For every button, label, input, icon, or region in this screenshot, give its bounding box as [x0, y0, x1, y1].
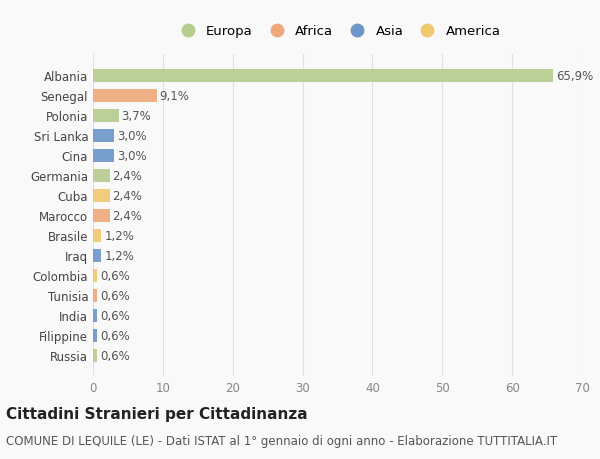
Text: 3,0%: 3,0%	[117, 129, 146, 142]
Bar	[93, 110, 119, 123]
Text: 0,6%: 0,6%	[100, 309, 130, 322]
Bar	[93, 169, 110, 182]
Text: 3,0%: 3,0%	[117, 150, 146, 162]
Text: 2,4%: 2,4%	[113, 209, 142, 222]
Bar	[93, 289, 97, 302]
Text: 0,6%: 0,6%	[100, 269, 130, 282]
Bar	[93, 189, 110, 202]
Text: Cittadini Stranieri per Cittadinanza: Cittadini Stranieri per Cittadinanza	[6, 406, 308, 421]
Text: 0,6%: 0,6%	[100, 349, 130, 362]
Text: 3,7%: 3,7%	[122, 110, 151, 123]
Text: COMUNE DI LEQUILE (LE) - Dati ISTAT al 1° gennaio di ogni anno - Elaborazione TU: COMUNE DI LEQUILE (LE) - Dati ISTAT al 1…	[6, 434, 557, 447]
Bar	[93, 150, 114, 162]
Bar	[93, 269, 97, 282]
Text: 0,6%: 0,6%	[100, 289, 130, 302]
Bar	[93, 70, 553, 83]
Text: 9,1%: 9,1%	[160, 90, 189, 103]
Text: 2,4%: 2,4%	[113, 169, 142, 182]
Bar	[93, 309, 97, 322]
Text: 0,6%: 0,6%	[100, 329, 130, 342]
Text: 1,2%: 1,2%	[104, 229, 134, 242]
Bar	[93, 349, 97, 362]
Bar	[93, 329, 97, 342]
Bar	[93, 129, 114, 142]
Bar	[93, 249, 101, 262]
Bar	[93, 209, 110, 222]
Bar	[93, 229, 101, 242]
Bar	[93, 90, 157, 102]
Legend: Europa, Africa, Asia, America: Europa, Africa, Asia, America	[169, 20, 506, 44]
Text: 2,4%: 2,4%	[113, 189, 142, 202]
Text: 1,2%: 1,2%	[104, 249, 134, 262]
Text: 65,9%: 65,9%	[556, 70, 593, 83]
